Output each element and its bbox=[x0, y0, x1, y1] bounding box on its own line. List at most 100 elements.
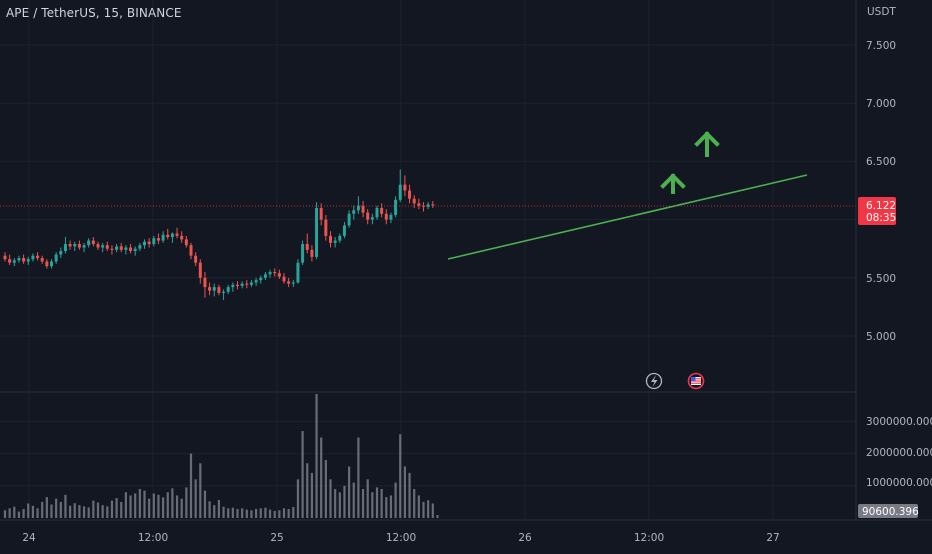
candle-body bbox=[73, 244, 77, 247]
volume-bar bbox=[171, 488, 174, 518]
last-volume-badge bbox=[858, 504, 918, 518]
volume-bar bbox=[87, 507, 90, 518]
candle-body bbox=[380, 207, 384, 214]
candle-body bbox=[310, 249, 314, 257]
candle bbox=[333, 237, 337, 248]
volume-bar bbox=[101, 505, 104, 518]
volume-bar bbox=[166, 492, 169, 518]
candle bbox=[124, 245, 128, 255]
last-price-badge: 6.122 08:35 bbox=[858, 197, 896, 225]
candle bbox=[101, 242, 105, 253]
volume-bar bbox=[124, 492, 127, 518]
candle-body bbox=[301, 244, 305, 263]
candle bbox=[115, 244, 119, 253]
volume-bar bbox=[264, 507, 267, 518]
candle-body bbox=[342, 225, 346, 236]
candle-body bbox=[156, 238, 160, 241]
candle bbox=[59, 247, 63, 259]
candle-body bbox=[22, 258, 26, 262]
candle bbox=[198, 259, 202, 284]
volume-bar bbox=[27, 503, 30, 518]
volume-bar bbox=[22, 508, 25, 518]
candle-body bbox=[175, 233, 179, 236]
volume-bar bbox=[282, 508, 286, 518]
candle-body bbox=[347, 213, 351, 226]
candle bbox=[356, 196, 360, 214]
volume-bar bbox=[217, 499, 220, 518]
volume-bar bbox=[231, 507, 234, 518]
volume-bar bbox=[199, 463, 202, 518]
candle bbox=[277, 269, 281, 279]
currency-label: USDT bbox=[867, 6, 896, 18]
candle bbox=[91, 237, 95, 247]
volume-bar bbox=[78, 505, 81, 518]
volume-bar bbox=[3, 510, 7, 518]
candle-body bbox=[305, 244, 309, 250]
price-axis[interactable]: USDT 7.500 7.000 6.500 5.500 5.000 bbox=[866, 6, 896, 343]
candle bbox=[226, 284, 230, 295]
candle bbox=[319, 203, 323, 226]
volume-axis[interactable]: 3000000.000 2000000.000 1000000.000 9060… bbox=[858, 416, 932, 518]
volume-bar bbox=[287, 508, 290, 518]
candle bbox=[31, 253, 35, 262]
candle bbox=[40, 255, 44, 264]
candle-body bbox=[110, 248, 114, 250]
candle bbox=[240, 281, 244, 289]
candle-body bbox=[389, 214, 393, 220]
trend-line[interactable] bbox=[447, 174, 808, 260]
candle-body bbox=[198, 262, 202, 278]
volume-bar bbox=[259, 508, 262, 518]
price-tick: 7.500 bbox=[866, 40, 896, 52]
volume-tick: 3000000.000 bbox=[866, 416, 932, 428]
lightning-icon[interactable] bbox=[645, 372, 663, 390]
candle bbox=[36, 252, 40, 261]
candle bbox=[175, 227, 179, 239]
symbol-title[interactable]: APE / TetherUS, 15, BINANCE bbox=[6, 6, 182, 20]
time-label: 26 bbox=[518, 532, 532, 544]
candle-body bbox=[287, 281, 291, 284]
candle bbox=[338, 233, 342, 243]
candle bbox=[3, 252, 7, 262]
time-label: 12:00 bbox=[634, 532, 664, 544]
volume-bar bbox=[361, 489, 365, 518]
candle-body bbox=[263, 274, 267, 278]
candle bbox=[184, 235, 188, 248]
volume-bar bbox=[180, 498, 183, 518]
volume-bar bbox=[82, 506, 86, 518]
candle-body bbox=[119, 246, 123, 250]
candle-body bbox=[68, 244, 72, 247]
candle bbox=[212, 283, 216, 297]
up-arrow-icon[interactable] bbox=[660, 173, 686, 194]
up-arrow-icon[interactable] bbox=[694, 131, 720, 157]
candle-body bbox=[124, 247, 128, 250]
volume-bar bbox=[203, 490, 207, 518]
candle bbox=[208, 282, 212, 296]
candle bbox=[12, 258, 16, 267]
volume-bar bbox=[371, 492, 374, 518]
candle-body bbox=[333, 240, 337, 243]
candle-body bbox=[54, 254, 58, 262]
candle bbox=[249, 280, 253, 288]
candle-body bbox=[356, 205, 360, 211]
candles-layer bbox=[3, 169, 435, 300]
volume-bar bbox=[110, 500, 114, 518]
volume-bar bbox=[157, 494, 160, 518]
volume-bar bbox=[315, 394, 318, 518]
candle-body bbox=[412, 198, 416, 204]
candle-body bbox=[166, 234, 170, 238]
candle-body bbox=[59, 251, 63, 255]
candle bbox=[426, 202, 430, 210]
candle-body bbox=[50, 261, 53, 267]
us-flag-icon[interactable] bbox=[687, 372, 705, 390]
candle-body bbox=[194, 255, 198, 263]
grid-lines bbox=[0, 0, 856, 520]
volume-tick: 2000000.000 bbox=[866, 447, 932, 459]
candle-body bbox=[3, 255, 7, 260]
candle-body bbox=[208, 287, 212, 291]
last-volume-value: 90600.396 bbox=[862, 506, 919, 518]
time-axis[interactable]: 24 12:00 25 12:00 26 12:00 27 bbox=[22, 532, 779, 544]
last-price-value: 6.122 bbox=[866, 200, 896, 212]
volume-bar bbox=[301, 431, 304, 518]
candle-body bbox=[184, 239, 188, 246]
